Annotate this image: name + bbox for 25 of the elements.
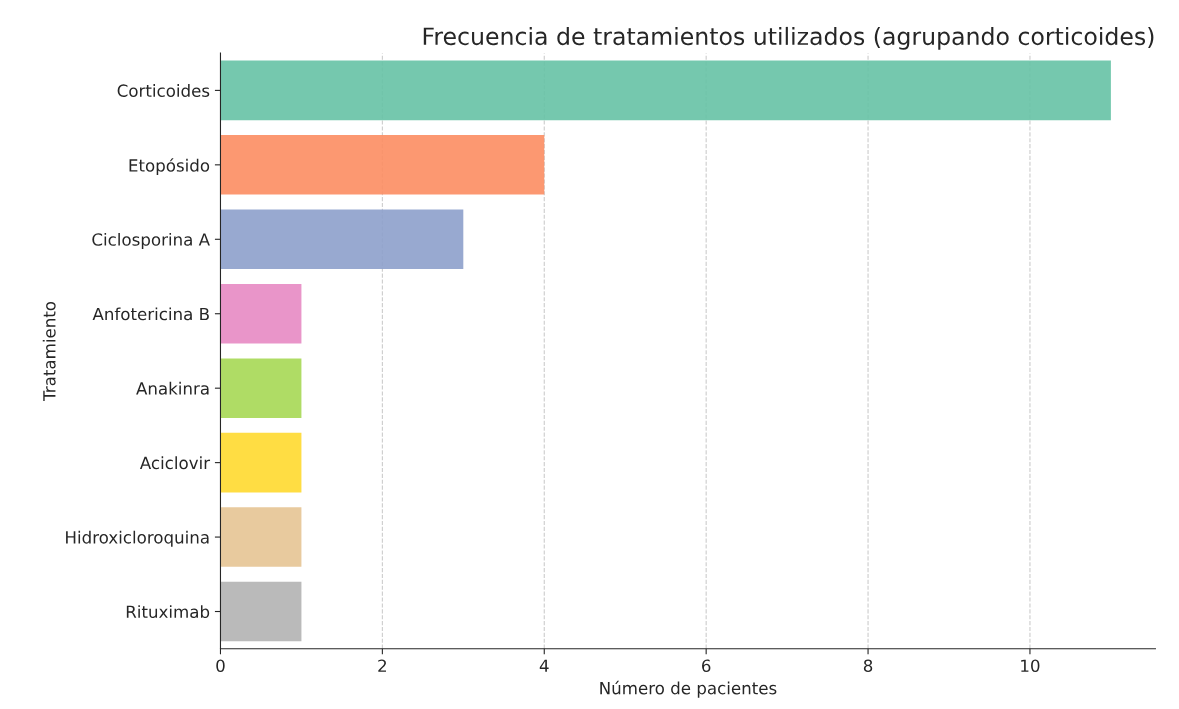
y-tick-label: Aciclovir — [139, 456, 211, 470]
chart-title: Frecuencia de tratamientos utilizados (agrupando corticoides) — [423, 26, 1154, 50]
y-tick-label: Hidroxicloroquina — [66, 530, 209, 547]
y-tick-label: Anakinra — [136, 381, 209, 395]
bar — [220, 209, 464, 270]
bar — [220, 432, 302, 493]
y-tick-label: Corticoides — [117, 84, 210, 97]
x-tick-label: 4 — [539, 659, 549, 672]
y-axis-title: Tratamiento — [42, 301, 56, 401]
bar — [220, 135, 545, 195]
bar — [220, 358, 302, 418]
y-tick-label: Ciclosporina A — [92, 232, 210, 250]
x-tick-label: 6 — [702, 659, 711, 673]
x-tick-label: 8 — [863, 659, 873, 673]
bar — [220, 60, 1111, 121]
bar — [220, 283, 302, 344]
y-tick-label: Rituximab — [126, 605, 210, 619]
bar — [220, 581, 302, 642]
x-tick-label: 2 — [378, 659, 386, 672]
y-tick-label: Anfotericina B — [92, 307, 209, 321]
x-tick-label: 10 — [1021, 659, 1040, 673]
x-tick-label: 0 — [216, 659, 225, 673]
y-tick-label: Etopósido — [129, 158, 210, 175]
bar — [220, 507, 302, 567]
x-axis-title: Número de pacientes — [600, 680, 777, 698]
